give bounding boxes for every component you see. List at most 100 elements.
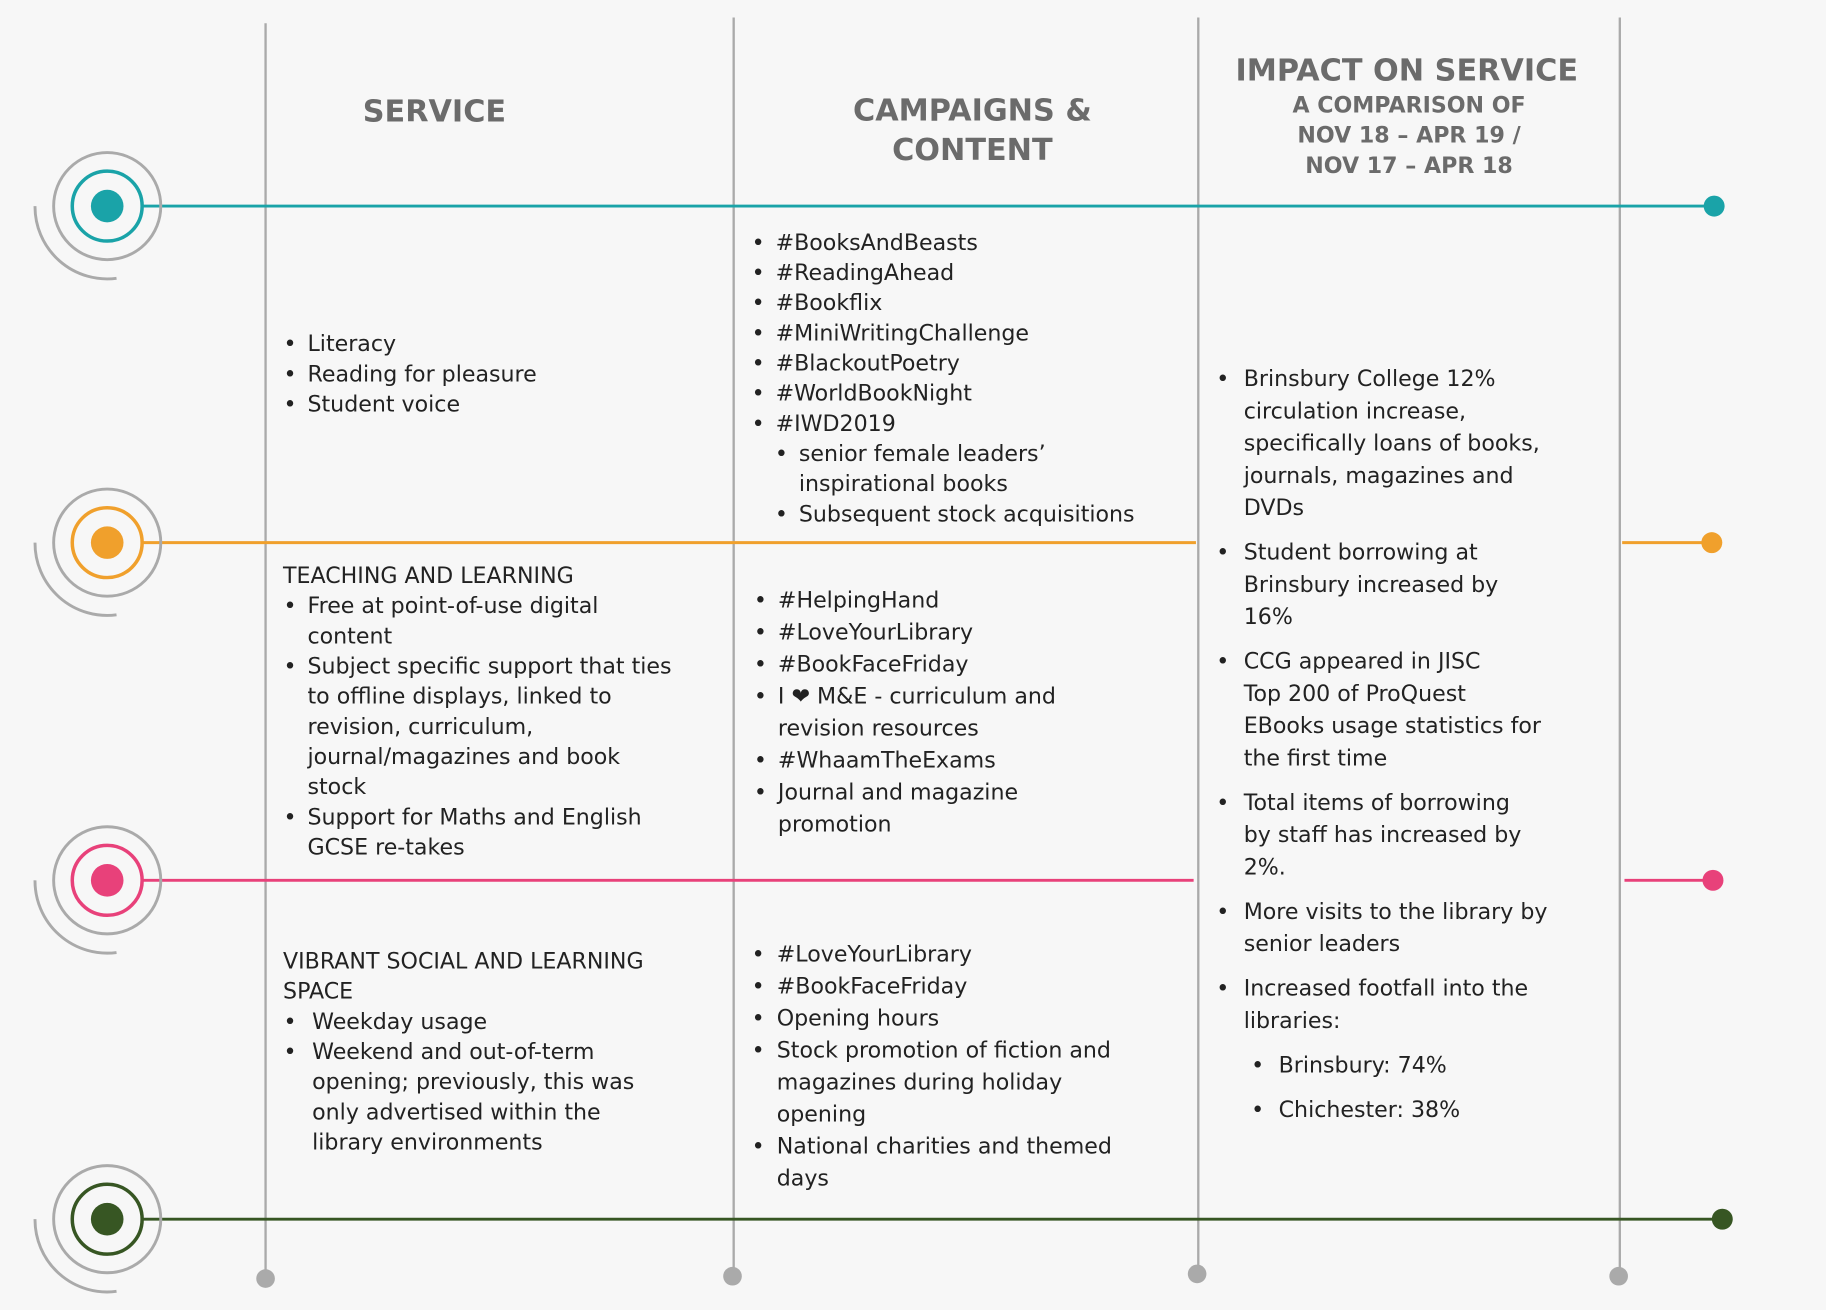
- bullet-text: libraries:: [1244, 1008, 1341, 1034]
- bullet-text: opening; previously, this was: [312, 1069, 634, 1095]
- bullet-symbol: •: [752, 1005, 765, 1031]
- bullet-text: magazines during holiday: [777, 1069, 1062, 1095]
- bullet-text: Reading for pleasure: [307, 361, 536, 387]
- bullet-symbol: •: [1216, 366, 1229, 392]
- bullet-text: Weekday usage: [312, 1009, 487, 1035]
- header: CONTENT: [892, 133, 1053, 168]
- bullet-symbol: •: [754, 619, 767, 645]
- bullet-symbol: •: [752, 230, 765, 256]
- outer-ring: [52, 151, 163, 262]
- bullet-symbol: •: [283, 331, 296, 357]
- bullet-text: CCG appeared in JISC: [1244, 649, 1481, 675]
- outer-ring: [52, 825, 163, 936]
- bullet-text: Literacy: [307, 331, 396, 357]
- bullet-symbol: •: [283, 593, 296, 619]
- bullet-text: content: [307, 623, 392, 649]
- bullet-symbol: •: [1216, 790, 1229, 816]
- bullet-text: GCSE re-takes: [307, 834, 464, 860]
- bullet-text: 16%: [1244, 604, 1293, 630]
- bullet-symbol: •: [1251, 1052, 1264, 1078]
- bullet-text: only advertised within the: [312, 1099, 601, 1125]
- bullet-text: Free at point-of-use digital: [307, 593, 598, 619]
- bullet-text: 2%.: [1244, 854, 1286, 880]
- bullet-text: #WorldBookNight: [776, 381, 973, 407]
- bullet-text: More visits to the library by: [1244, 899, 1548, 925]
- bullet-symbol: •: [283, 653, 296, 679]
- bullet-text: Total items of borrowing: [1243, 790, 1510, 816]
- bullet-text: #BookFaceFriday: [778, 651, 969, 677]
- arc: [33, 206, 117, 281]
- bullet-symbol: •: [283, 1039, 296, 1065]
- bullet-text: journal/magazines and book: [306, 744, 620, 770]
- bullet-text: Stock promotion of fiction and: [777, 1037, 1111, 1063]
- bullet-text: senior female leaders’: [799, 441, 1046, 467]
- bullet-text: #LoveYourLibrary: [778, 619, 973, 645]
- bullet-symbol: •: [752, 1037, 765, 1063]
- bullet-symbol: •: [283, 804, 296, 830]
- bullet-text: Weekend and out-of-term: [312, 1039, 594, 1065]
- bullet-text: #IWD2019: [776, 411, 896, 437]
- heading: SPACE: [283, 978, 353, 1004]
- arc: [33, 542, 117, 617]
- bullet-text: the first time: [1244, 745, 1388, 771]
- bullet-symbol: •: [283, 361, 296, 387]
- bullet-symbol: •: [775, 501, 788, 527]
- subheader: A COMPARISON OF: [1292, 92, 1525, 118]
- bullet-symbol: •: [752, 290, 765, 316]
- bullet-text: stock: [307, 774, 366, 800]
- bullet-text: National charities and themed: [777, 1133, 1112, 1159]
- bullet-text: EBooks usage statistics for: [1244, 713, 1542, 739]
- bullet-text: Support for Maths and English: [307, 804, 641, 830]
- bullet-text: Opening hours: [777, 1005, 939, 1031]
- bullet-text: Student voice: [307, 392, 460, 418]
- bullet-text: promotion: [778, 812, 892, 838]
- bullet-text: Student borrowing at: [1244, 540, 1478, 566]
- bullet-symbol: •: [752, 1133, 765, 1159]
- bullet-text: #ReadingAhead: [776, 260, 955, 286]
- bullet-text: #WhaamTheExams: [778, 747, 996, 773]
- dot: [90, 189, 124, 223]
- column-lines: [264, 17, 1621, 1278]
- bullet-text: library environments: [312, 1130, 543, 1156]
- bullet-symbol: •: [752, 351, 765, 377]
- bullet-text: opening: [777, 1101, 866, 1127]
- bullet-text: to offline displays, linked to: [307, 684, 611, 710]
- bullet-text: Subsequent stock acquisitions: [799, 501, 1135, 527]
- bullet-symbol: •: [752, 381, 765, 407]
- bullet-text: #BookFaceFriday: [777, 973, 968, 999]
- outer-ring: [52, 487, 163, 598]
- header: IMPACT ON SERVICE: [1235, 54, 1578, 89]
- arc: [33, 1219, 117, 1294]
- dot: [90, 526, 124, 559]
- column-dots: [256, 1264, 1628, 1288]
- bullet-text: inspirational books: [799, 471, 1008, 497]
- bullet-text: DVDs: [1244, 495, 1304, 521]
- dot: [90, 864, 124, 897]
- header: CAMPAIGNS &: [853, 93, 1092, 128]
- bullet-symbol: •: [752, 941, 765, 967]
- bullet-text: journals, magazines and: [1243, 463, 1514, 489]
- bullet-text: days: [777, 1165, 829, 1191]
- bullet-text: revision resources: [778, 715, 979, 741]
- targets: [33, 151, 163, 1294]
- bullet-text: #BooksAndBeasts: [776, 230, 978, 256]
- header: SERVICE: [363, 94, 506, 129]
- bullet-symbol: •: [775, 441, 788, 467]
- bullet-text: Top 200 of ProQuest: [1243, 681, 1467, 707]
- bullet-symbol: •: [754, 779, 767, 805]
- bullet-text: Increased footfall into the: [1244, 976, 1528, 1002]
- bullet-text: Subject specific support that ties: [307, 653, 671, 679]
- heading: TEACHING AND LEARNING: [282, 563, 574, 589]
- bullet-symbol: •: [752, 973, 765, 999]
- bullet-symbol: •: [752, 320, 765, 346]
- bullet-text: specifically loans of books,: [1244, 431, 1540, 457]
- dot: [90, 1202, 124, 1236]
- bullet-symbol: •: [1216, 899, 1229, 925]
- outer-ring: [52, 1164, 163, 1275]
- bullet-symbol: •: [1216, 540, 1229, 566]
- bullet-symbol: •: [283, 1009, 296, 1035]
- bullet-text: Chichester: 38%: [1279, 1097, 1460, 1123]
- subheader: NOV 17 – APR 18: [1305, 153, 1513, 179]
